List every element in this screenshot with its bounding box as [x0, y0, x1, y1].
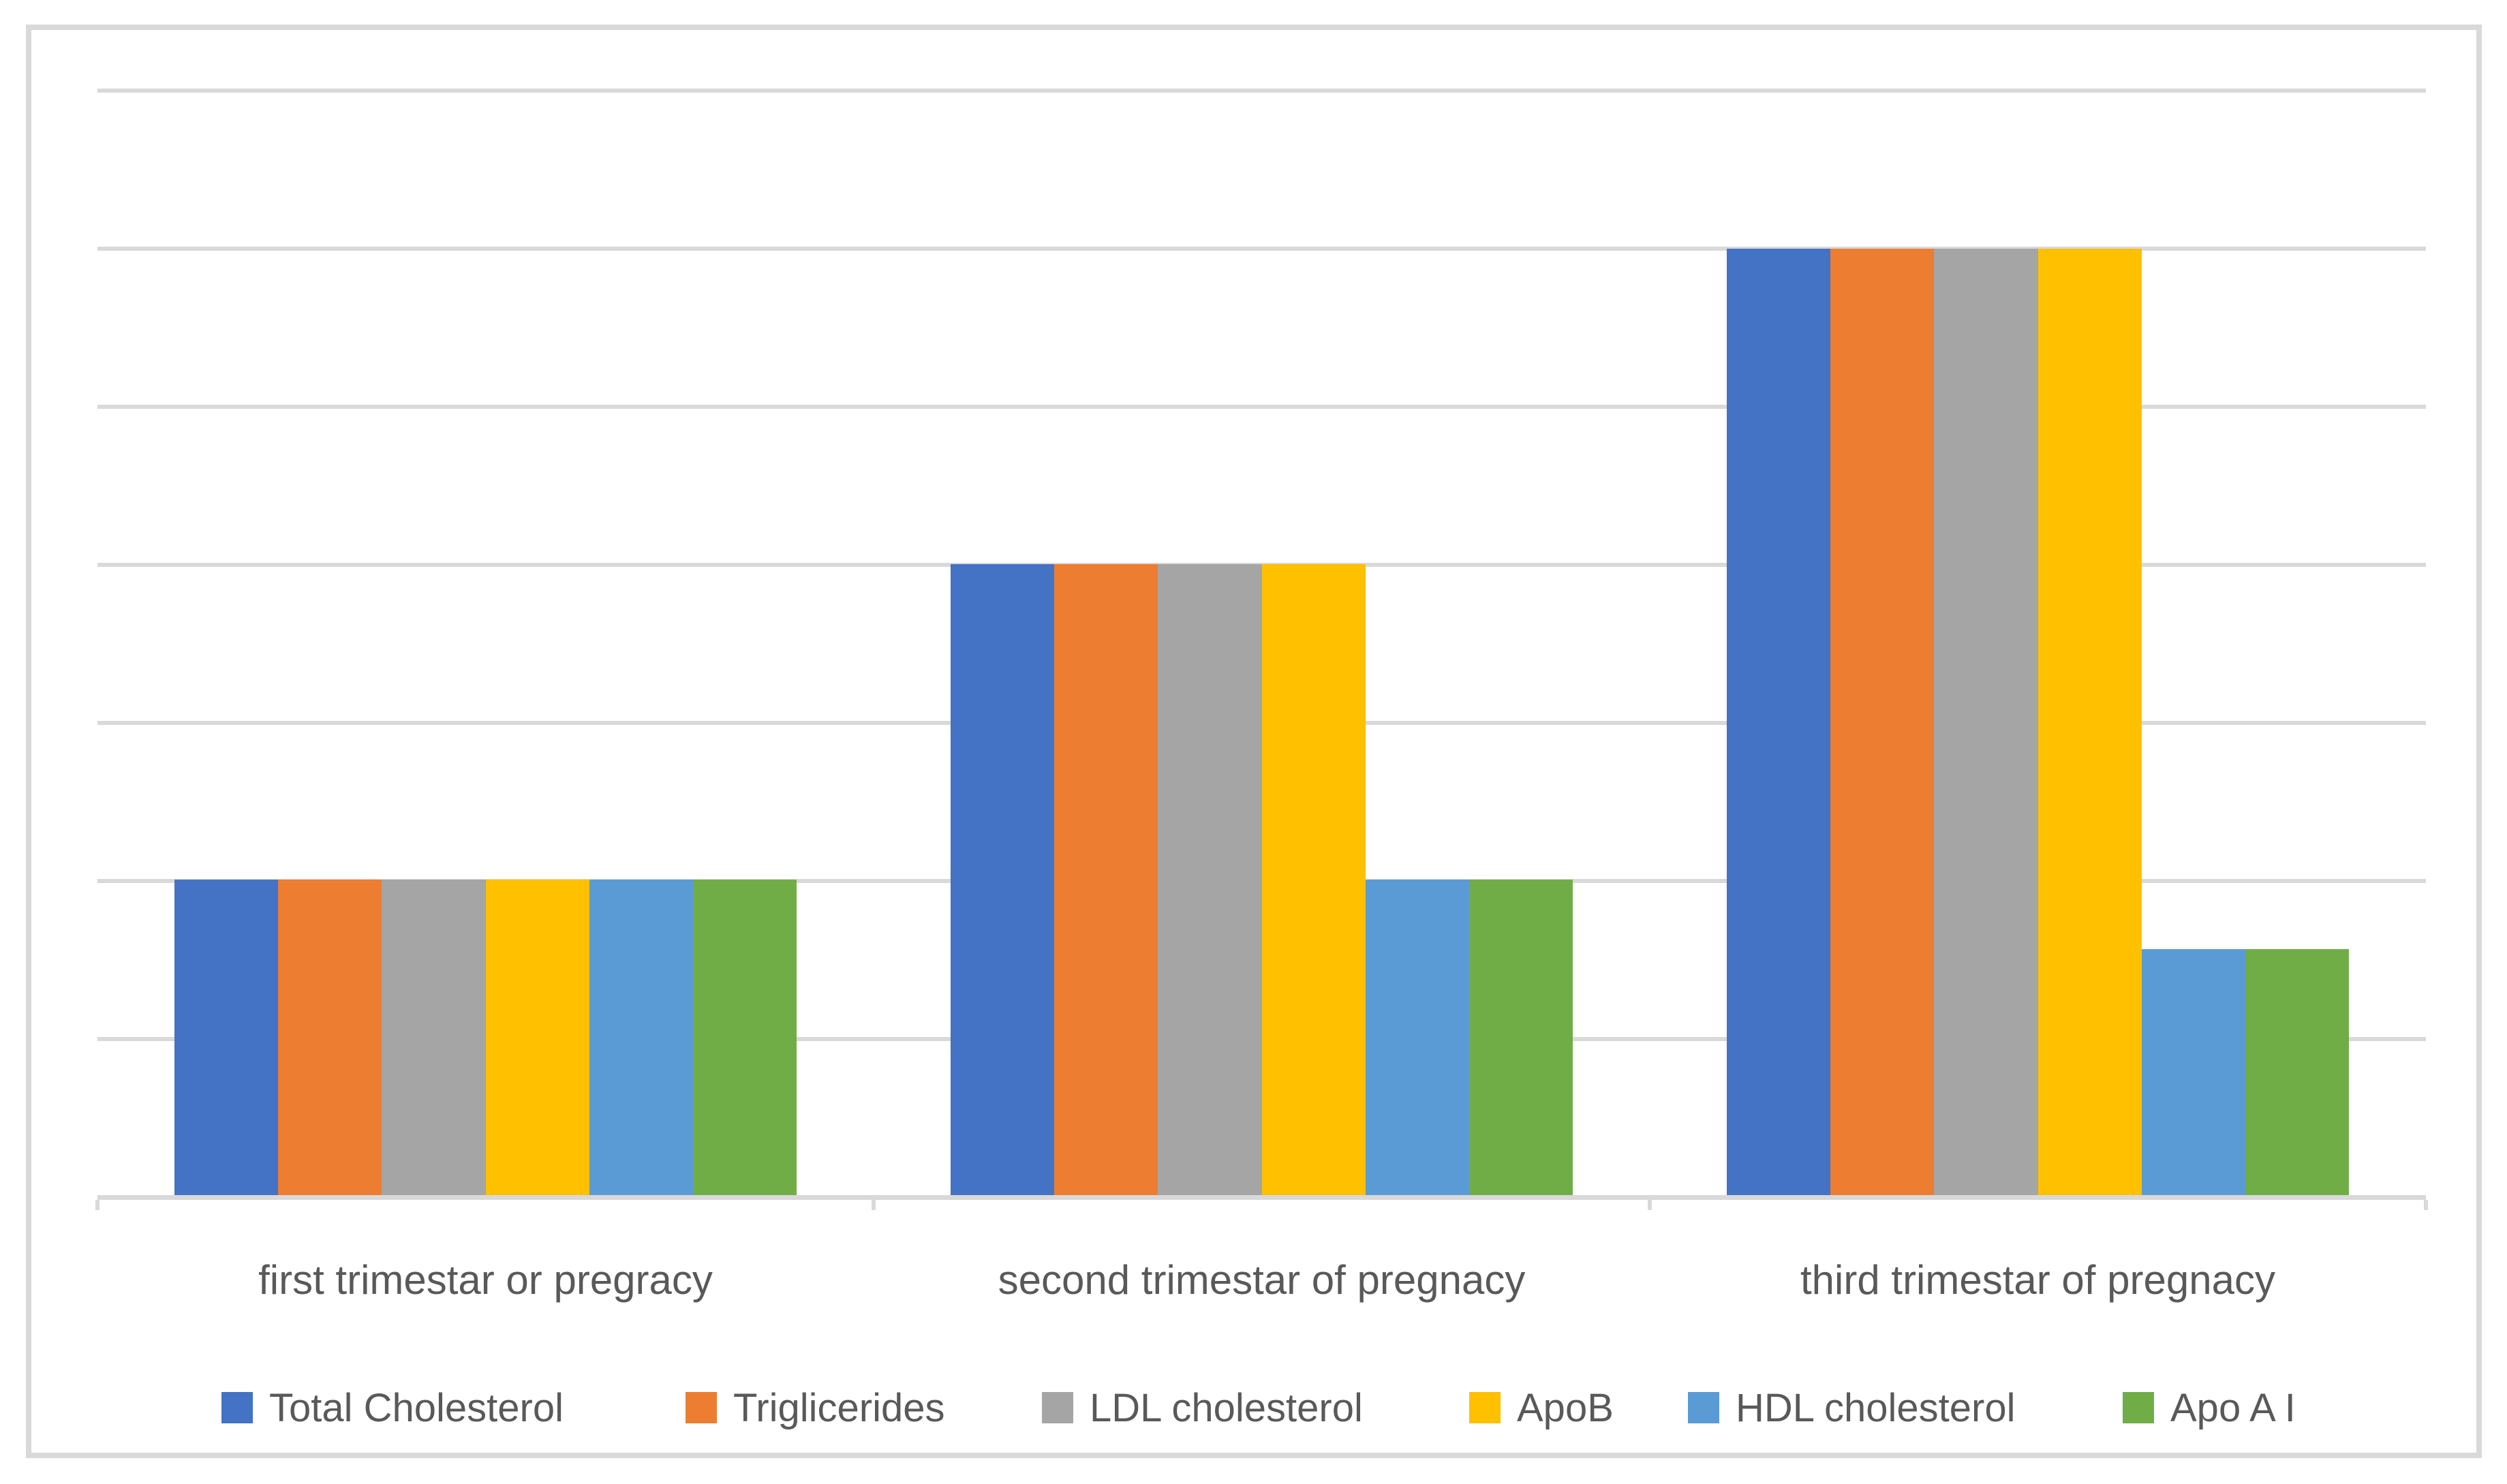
bar-hdl-cholesterol-cat1: [589, 879, 694, 1195]
category-label-third-trimester: third trimestar of pregnacy: [1800, 1257, 2275, 1303]
gridline-350: [97, 89, 2426, 93]
chart-frame: first trimestar or pregracy second trime…: [26, 25, 2482, 1458]
legend-label-hdl-cholesterol: HDL cholesterol: [1736, 1385, 2016, 1430]
legend-swatch-apo-a-i-icon: [2123, 1392, 2154, 1423]
bar-total-cholesterol-cat2: [951, 563, 1055, 1195]
x-axis-tick-0: [95, 1200, 99, 1210]
legend-item-apob: ApoB: [1469, 1380, 1614, 1435]
legend-swatch-hdl-cholesterol-icon: [1688, 1392, 1719, 1423]
x-axis-tick-1: [872, 1200, 876, 1210]
legend-label-ldl-cholesterol: LDL cholesterol: [1090, 1385, 1363, 1430]
legend-swatch-apob-icon: [1469, 1392, 1501, 1423]
bar-triglicerides-cat2: [1054, 563, 1158, 1195]
legend-item-apo-a-i: Apo A I: [2123, 1380, 2296, 1435]
legend-label-apo-a-i: Apo A I: [2170, 1385, 2296, 1430]
legend-label-total-cholesterol: Total Cholesterol: [269, 1385, 564, 1430]
bar-ldl-cholesterol-cat3: [1934, 248, 2038, 1195]
bar-apob-cat1: [485, 879, 590, 1195]
x-axis-tick-3: [2424, 1200, 2428, 1210]
bar-apo-a-i-cat3: [2245, 948, 2350, 1195]
legend-swatch-triglicerides-icon: [686, 1392, 717, 1423]
bar-triglicerides-cat1: [278, 879, 382, 1195]
legend-item-hdl-cholesterol: HDL cholesterol: [1688, 1380, 2015, 1435]
bar-ldl-cholesterol-cat2: [1158, 563, 1262, 1195]
legend-item-ldl-cholesterol: LDL cholesterol: [1042, 1380, 1363, 1435]
gridline-250: [97, 405, 2426, 409]
bar-total-cholesterol-cat3: [1727, 248, 1831, 1195]
legend-swatch-ldl-cholesterol-icon: [1042, 1392, 1073, 1423]
bar-triglicerides-cat3: [1830, 248, 1935, 1195]
x-axis-line: [97, 1195, 2426, 1200]
bar-hdl-cholesterol-cat2: [1365, 879, 1470, 1195]
gridline-300: [97, 247, 2426, 251]
bar-apo-a-i-cat2: [1468, 879, 1573, 1195]
legend-label-triglicerides: Triglicerides: [733, 1385, 945, 1430]
legend-item-triglicerides: Triglicerides: [686, 1380, 944, 1435]
bar-apob-cat3: [2037, 248, 2142, 1195]
category-label-second-trimester: second trimestar of pregnacy: [998, 1257, 1526, 1303]
bar-total-cholesterol-cat1: [174, 879, 279, 1195]
bar-apob-cat2: [1261, 563, 1366, 1195]
x-axis-tick-2: [1648, 1200, 1652, 1210]
legend-swatch-total-cholesterol-icon: [221, 1392, 253, 1423]
category-label-first-trimester: first trimestar or pregracy: [258, 1257, 713, 1303]
legend-label-apob: ApoB: [1517, 1385, 1614, 1430]
legend-item-total-cholesterol: Total Cholesterol: [221, 1380, 564, 1435]
bar-apo-a-i-cat1: [692, 879, 797, 1195]
bar-ldl-cholesterol-cat1: [382, 879, 486, 1195]
bar-hdl-cholesterol-cat3: [2141, 948, 2246, 1195]
